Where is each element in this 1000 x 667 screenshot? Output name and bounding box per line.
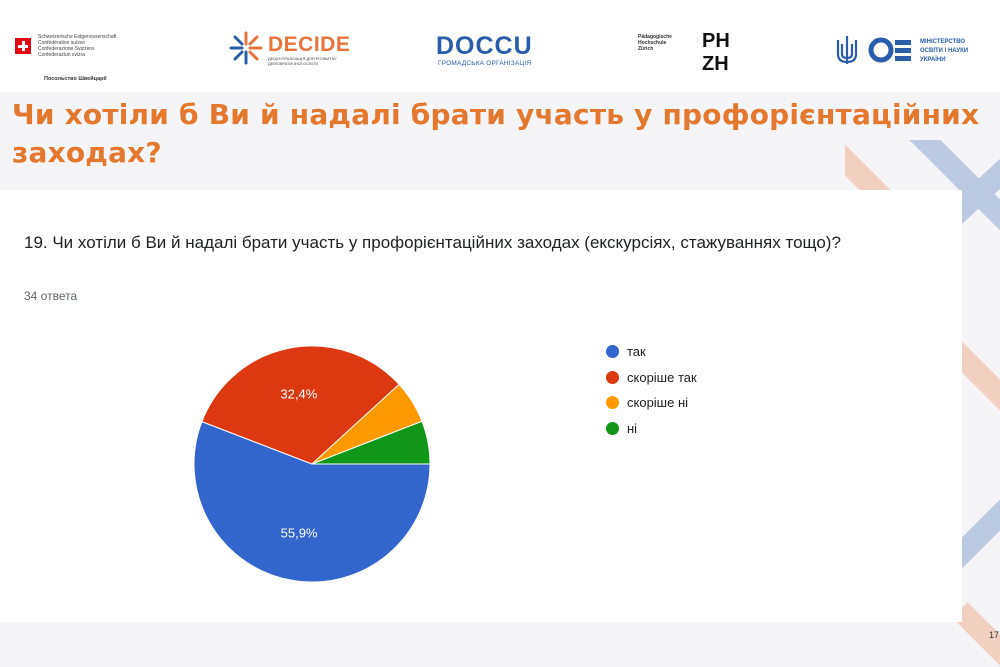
phzh-tagline-line: Zürich [638,46,654,52]
ministry-name-line: ОСВІТИ І НАУКИ [920,48,969,54]
swiss-embassy-label: Посольство Швейцарії [44,76,107,82]
slide-title: Чи хотіли б Ви й надалі брати участь у п… [12,98,980,169]
swiss-line: Schweizerische Eidgenossenschaft [38,34,117,40]
response-count: 34 ответа [24,289,78,303]
decide-logo: DECIDE ДЕЦЕНТРАЛІЗАЦІЯ ДЛЯ РОЗВИТКУ ДЕМО… [228,30,358,80]
ministry-logo: МІНІСТЕРСТВО ОСВІТИ І НАУКИ УКРАЇНИ [834,32,994,77]
ministry-name-line: МІНІСТЕРСТВО [920,39,966,45]
decide-wordmark: DECIDE [268,33,351,56]
legend-label: так [627,344,646,359]
docu-logo: DOCCU ГРОМАДСЬКА ОРГАНІЗАЦІЯ [436,32,566,77]
trident-icon [836,36,858,64]
phzh-wordmark-line2: ZH [702,53,729,75]
logo-bar: Schweizerische Eidgenossenschaft Confédé… [0,0,1000,92]
docu-wordmark: DOCCU [436,32,533,60]
question-text: 19. Чи хотіли б Ви й надалі брати участь… [24,233,841,252]
swiss-line: Confederaziun svizra [38,52,85,58]
pie-chart: 55,9% 32,4% [193,345,431,583]
phzh-tagline-line: Hochschule [638,40,667,46]
legend-label: скоріше так [627,369,697,385]
decide-mark-icon [229,31,263,65]
swiss-line: Confederazione Svizzera [38,46,94,52]
pie-slice [311,420,431,465]
swiss-logo-lines: Schweizerische Eidgenossenschaft Confédé… [38,34,116,58]
ministry-name-line: УКРАЇНИ [920,57,946,63]
pie-slice-label: 55,9% [281,526,318,541]
swiss-embassy-logo: Schweizerische Eidgenossenschaft Confédé… [10,30,155,90]
legend-swatch [606,370,619,384]
legend-swatch [606,421,619,435]
page-number: 17 [989,630,1000,640]
pie-slice-label: 32,4% [280,386,317,401]
ministry-name: МІНІСТЕРСТВО ОСВІТИ І НАУКИ УКРАЇНИ [920,38,968,65]
phzh-logo: Pädagogische Hochschule Zürich PH ZH [636,30,746,85]
chart-card: 19. Чи хотіли б Ви й надалі брати участь… [0,190,962,622]
legend-swatch [606,345,619,358]
docu-tagline: ГРОМАДСЬКА ОРГАНІЗАЦІЯ [438,60,532,67]
decide-tagline: ДЕЦЕНТРАЛІЗАЦІЯ ДЛЯ РОЗВИТКУ ДЕМОКРАТИЧН… [268,56,337,66]
legend-swatch [606,396,619,409]
ministry-mark-icon [868,37,911,63]
pie-slice [193,420,431,583]
pie-slice [201,345,400,465]
legend-label: ні [627,420,638,436]
legend-label: скоріше ні [627,395,689,410]
phzh-wordmark-line1: PH [702,30,730,52]
swiss-flag-icon [15,38,31,54]
phzh-tagline: Pädagogische Hochschule Zürich [638,34,672,52]
phzh-tagline-line: Pädagogische [638,34,672,40]
swiss-line: Confédération suisse [38,40,85,46]
